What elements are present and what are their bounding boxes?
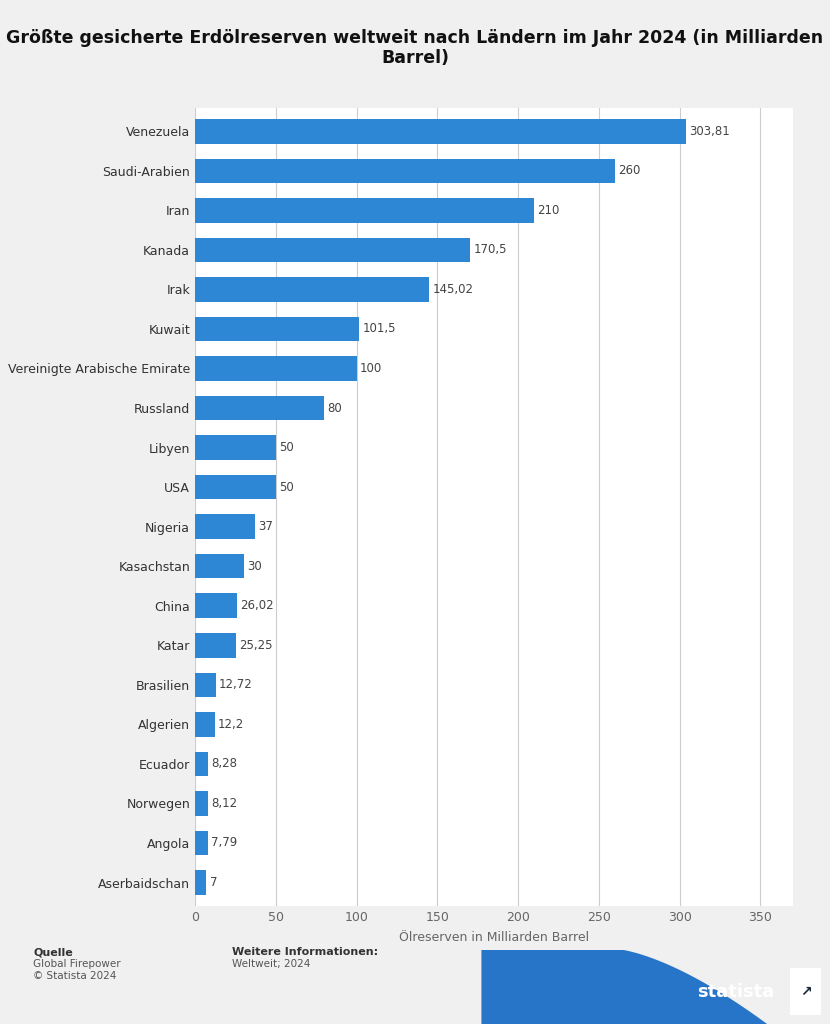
Bar bbox=[195, 633, 236, 657]
Text: 7,79: 7,79 bbox=[211, 837, 237, 850]
Text: 260: 260 bbox=[618, 164, 641, 177]
Bar bbox=[195, 198, 535, 222]
Text: 303,81: 303,81 bbox=[689, 125, 730, 138]
Text: 145,02: 145,02 bbox=[432, 283, 473, 296]
Bar bbox=[195, 356, 357, 381]
Text: 80: 80 bbox=[328, 401, 342, 415]
Text: 210: 210 bbox=[538, 204, 559, 217]
Text: 7: 7 bbox=[210, 876, 217, 889]
Text: 50: 50 bbox=[279, 441, 294, 454]
Polygon shape bbox=[481, 949, 830, 1024]
Text: 50: 50 bbox=[279, 480, 294, 494]
Bar bbox=[195, 238, 471, 262]
Text: 100: 100 bbox=[359, 362, 382, 375]
Text: 12,2: 12,2 bbox=[218, 718, 244, 731]
Text: Global Firepower
© Statista 2024: Global Firepower © Statista 2024 bbox=[33, 959, 121, 981]
Text: Weitere Informationen:: Weitere Informationen: bbox=[232, 947, 378, 957]
Text: ↗: ↗ bbox=[800, 984, 812, 998]
Text: 101,5: 101,5 bbox=[362, 323, 396, 336]
Bar bbox=[195, 792, 208, 816]
Bar bbox=[195, 752, 208, 776]
Bar bbox=[195, 395, 325, 420]
Text: Weltweit; 2024: Weltweit; 2024 bbox=[232, 959, 310, 970]
Bar bbox=[195, 712, 215, 736]
Bar bbox=[195, 119, 686, 143]
Text: 25,25: 25,25 bbox=[239, 639, 272, 651]
Text: statista: statista bbox=[697, 983, 774, 1000]
Bar bbox=[195, 830, 208, 855]
Bar bbox=[195, 435, 276, 460]
Text: 26,02: 26,02 bbox=[241, 599, 274, 612]
Text: 8,12: 8,12 bbox=[212, 797, 237, 810]
Text: 30: 30 bbox=[247, 560, 261, 572]
Text: Quelle: Quelle bbox=[33, 947, 73, 957]
Bar bbox=[195, 316, 359, 341]
Bar bbox=[195, 594, 237, 618]
Text: Größte gesicherte Erdölreserven weltweit nach Ländern im Jahr 2024 (in Milliarde: Größte gesicherte Erdölreserven weltweit… bbox=[7, 29, 823, 68]
Bar bbox=[195, 475, 276, 500]
X-axis label: Ölreserven in Milliarden Barrel: Ölreserven in Milliarden Barrel bbox=[398, 931, 589, 944]
Bar bbox=[195, 673, 216, 697]
Bar bbox=[195, 278, 429, 302]
Bar bbox=[195, 554, 243, 579]
Text: 8,28: 8,28 bbox=[212, 758, 237, 770]
Bar bbox=[195, 514, 255, 539]
Bar bbox=[790, 968, 822, 1015]
Bar bbox=[195, 159, 615, 183]
Text: 170,5: 170,5 bbox=[474, 244, 507, 256]
Text: 37: 37 bbox=[258, 520, 273, 534]
Text: 12,72: 12,72 bbox=[219, 678, 252, 691]
Bar bbox=[195, 870, 207, 895]
